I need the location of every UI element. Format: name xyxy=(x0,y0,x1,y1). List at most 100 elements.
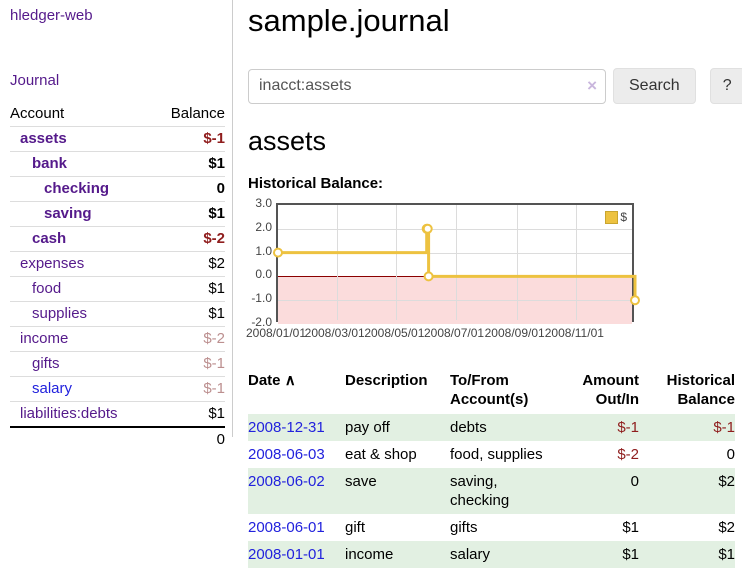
help-button[interactable]: ? xyxy=(709,68,742,104)
accounts-total-value: 0 xyxy=(216,431,225,448)
page-title: sample.journal xyxy=(248,3,450,38)
data-point-marker xyxy=(630,295,640,306)
vertical-gridline xyxy=(456,205,457,320)
register-balance-cell: $2 xyxy=(718,519,735,536)
account-cell: food xyxy=(10,277,153,302)
x-axis-tick-label: 2008/03/01 xyxy=(304,326,365,340)
chart-plot-area[interactable]: $ xyxy=(273,203,640,324)
register-date-cell: 2008-06-02 xyxy=(248,468,345,514)
account-row: checking 0 xyxy=(10,176,225,202)
balance-cell: $-1 xyxy=(203,380,225,397)
sidebar-item-income[interactable]: income xyxy=(20,330,69,347)
account-row: expenses $2 xyxy=(10,251,225,277)
sidebar-item-expenses[interactable]: expenses xyxy=(20,255,85,272)
sidebar-item-checking[interactable]: checking xyxy=(44,180,110,197)
sidebar-item-journal[interactable]: Journal xyxy=(10,72,60,89)
account-row: assets $-1 xyxy=(10,126,225,152)
sidebar-item-food[interactable]: food xyxy=(32,280,62,297)
balance-cell: 0 xyxy=(216,180,225,197)
register-amount-cell: 0 xyxy=(630,473,639,490)
register-amount-cell: $1 xyxy=(622,519,639,536)
account-row: saving $1 xyxy=(10,201,225,227)
accounts-total-spacer xyxy=(10,427,153,452)
accounts-table-header: Account Balance xyxy=(10,102,225,127)
x-axis-tick-label: 2008/05/01 xyxy=(364,326,425,340)
y-axis-tick-label: 3.0 xyxy=(255,196,272,210)
sidebar-item-salary[interactable]: salary xyxy=(32,380,73,397)
register-accounts-cell: debts xyxy=(450,419,487,436)
account-column-header: Account xyxy=(10,105,65,122)
register-header-label: Amount Out/In xyxy=(582,372,639,408)
balance-cell: $-2 xyxy=(203,230,225,247)
y-axis-tick-label: 0.0 xyxy=(255,267,272,281)
clear-search-icon[interactable]: × xyxy=(587,75,597,95)
sidebar-item-saving[interactable]: saving xyxy=(44,205,92,222)
account-cell: income xyxy=(10,327,153,352)
account-row: food $1 xyxy=(10,276,225,302)
register-date-cell: 2008-01-01 xyxy=(248,541,345,568)
balance-column-header: Balance xyxy=(170,105,225,122)
register-table: Date ∧ Description To/From Account(s) Amoun… xyxy=(248,369,735,568)
brand-link[interactable]: hledger-web xyxy=(10,7,93,24)
account-row: supplies $1 xyxy=(10,301,225,327)
account-row: salary $-1 xyxy=(10,376,225,402)
register-table-body: 2008-12-31 pay off debts $-1 $-1 2008-06-03 ea… xyxy=(248,414,735,568)
register-accounts-cell: gifts xyxy=(450,519,478,536)
search-input-wrap: × xyxy=(248,68,606,104)
account-row: liabilities:debts $1 xyxy=(10,401,225,428)
register-date-link[interactable]: 2008-01-01 xyxy=(248,546,325,563)
search-input[interactable] xyxy=(248,68,606,104)
accounts-balance-table: Account Balance assets $-1 bank $1 checking 0… xyxy=(10,102,225,452)
register-date-link[interactable]: 2008-12-31 xyxy=(248,419,325,436)
register-date-cell: 2008-06-03 xyxy=(248,441,345,468)
data-point-marker xyxy=(422,223,433,234)
account-heading: assets xyxy=(248,126,327,156)
chart-legend: $ xyxy=(605,210,627,224)
register-accounts-cell: saving, checking xyxy=(450,473,510,509)
register-amount-cell: $-1 xyxy=(617,419,639,436)
register-row: 2008-12-31 pay off debts $-1 $-1 xyxy=(248,414,735,441)
data-point-marker xyxy=(423,271,434,282)
sidebar-item-cash[interactable]: cash xyxy=(32,230,67,247)
register-date-link[interactable]: 2008-06-01 xyxy=(248,519,325,536)
register-date-link[interactable]: 2008-06-03 xyxy=(248,446,325,463)
x-axis-tick-label: 2008/07/01 xyxy=(423,326,485,340)
account-cell: liabilities:debts xyxy=(10,402,153,428)
register-balance-cell: $2 xyxy=(718,473,735,490)
chart-section-label: Historical Balance: xyxy=(248,175,384,192)
balance-cell: $1 xyxy=(208,305,225,322)
sidebar-item-bank[interactable]: bank xyxy=(32,155,68,172)
x-axis-tick-label: 2008/01/01 xyxy=(245,326,307,340)
sidebar-item-gifts[interactable]: gifts xyxy=(32,355,60,372)
register-header-description: Description xyxy=(345,369,450,414)
register-row: 2008-06-01 gift gifts $1 $2 xyxy=(248,514,735,541)
account-cell: assets xyxy=(10,127,153,152)
main-content: sample.journal × Search ? assets Histori… xyxy=(245,0,742,568)
account-cell: salary xyxy=(10,377,153,402)
register-date-link[interactable]: 2008-06-02 xyxy=(248,473,325,490)
balance-cell: $-1 xyxy=(203,130,225,147)
register-header-date[interactable]: Date ∧ xyxy=(248,369,345,414)
sidebar-item-supplies[interactable]: supplies xyxy=(32,305,88,322)
register-header-historical: Historical Balance xyxy=(647,369,735,414)
balance-cell: $-2 xyxy=(203,330,225,347)
register-row: 2008-06-02 save saving, checking 0 $2 xyxy=(248,468,735,514)
account-cell: supplies xyxy=(10,302,153,327)
register-row: 2008-01-01 income salary $1 $1 xyxy=(248,541,735,568)
account-row: income $-2 xyxy=(10,326,225,352)
account-cell: saving xyxy=(10,202,153,227)
data-point-marker xyxy=(273,247,283,258)
sidebar-item-liabilities-debts[interactable]: liabilities:debts xyxy=(20,405,118,422)
account-cell: gifts xyxy=(10,352,153,377)
register-balance-cell: $-1 xyxy=(713,419,735,436)
sidebar-divider xyxy=(232,0,233,437)
search-button[interactable]: Search xyxy=(613,68,696,104)
register-description-cell: income xyxy=(345,546,394,563)
register-balance-cell: 0 xyxy=(726,446,735,463)
search-bar: × Search ? xyxy=(248,68,742,104)
vertical-gridline xyxy=(337,205,338,320)
accounts-total-row: 0 xyxy=(10,427,225,452)
register-accounts-cell: food, supplies xyxy=(450,446,543,463)
horizontal-gridline xyxy=(278,300,632,301)
sidebar-item-assets[interactable]: assets xyxy=(20,130,67,147)
